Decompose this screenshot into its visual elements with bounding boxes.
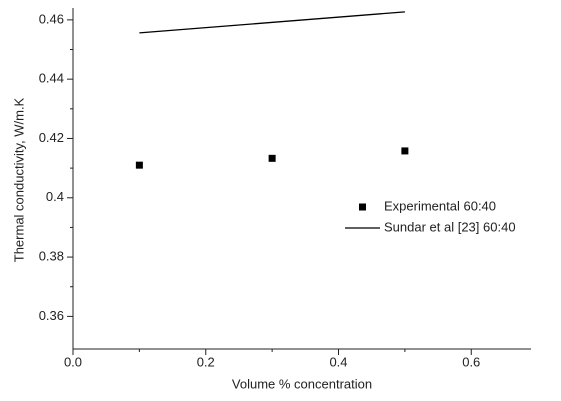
y-tick-label: 0.44 — [39, 71, 64, 86]
legend-marker — [359, 203, 366, 211]
x-tick-label: 0.6 — [462, 354, 480, 369]
y-tick-label: 0.4 — [46, 189, 64, 204]
data-point — [401, 147, 409, 155]
y-axis-title: Thermal conductivity, W/m.K — [11, 97, 26, 262]
y-tick-label: 0.36 — [39, 308, 64, 323]
data-line — [139, 11, 405, 34]
y-tick-label: 0.38 — [39, 249, 64, 264]
y-tick-label: 0.46 — [39, 11, 64, 26]
x-tick-label: 0.2 — [197, 354, 215, 369]
x-tick-label: 0.0 — [64, 354, 82, 369]
x-axis-title: Volume % concentration — [232, 376, 372, 391]
data-point — [268, 154, 276, 162]
x-tick-label: 0.4 — [329, 354, 347, 369]
data-point — [135, 161, 143, 169]
legend-label: Sundar et al [23] 60:40 — [384, 219, 516, 234]
legend-label: Experimental 60:40 — [384, 198, 496, 213]
y-tick-label: 0.42 — [39, 130, 64, 145]
